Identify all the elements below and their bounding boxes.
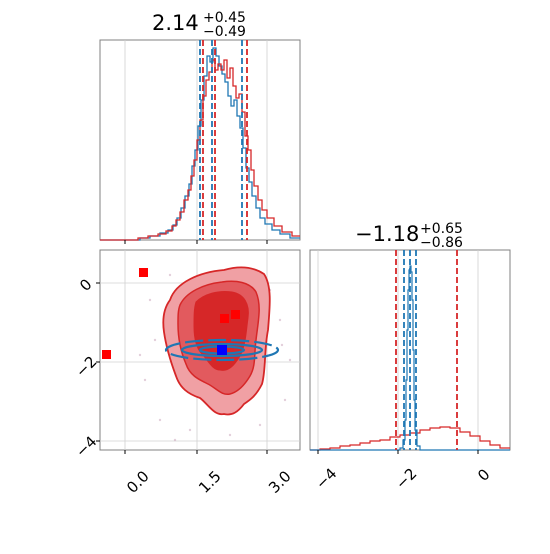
marginal-y-title-plus: +0.65 [420, 221, 463, 237]
blue-marker [217, 345, 227, 355]
joint-xtick-0: 0.0 [123, 467, 153, 497]
marginal-y-quantiles [395, 250, 458, 450]
marginal-x-title: 2.14 [152, 11, 199, 35]
red-marker-2 [220, 314, 229, 323]
marginal-y-xtick-2: 0 [474, 465, 493, 484]
red-marker-3 [231, 310, 240, 319]
marginal-y-xtick-0: −4 [312, 464, 340, 492]
red-marker-0 [102, 350, 111, 359]
marginal-y-title-minus: −0.86 [420, 235, 463, 251]
marginal-x-quantiles [199, 40, 248, 240]
joint-ticks [96, 282, 268, 454]
marginal-y-xtick-1: −2 [392, 464, 420, 492]
joint-panel: 0.0 1.5 3.0 0 −2 −4 [72, 249, 301, 497]
joint-ytick-2: −4 [72, 432, 100, 460]
marginal-y-ticks [317, 450, 479, 454]
marginal-x-hist-blue [100, 47, 300, 241]
marginal-y-title: −1.18 [355, 222, 419, 246]
marginal-x-title-plus: +0.45 [203, 10, 246, 26]
marginal-x-hist-red [100, 59, 300, 241]
marginal-x-ticks [124, 240, 268, 244]
joint-ytick-0: 0 [76, 275, 95, 294]
joint-ytick-1: −2 [72, 352, 100, 380]
marginal-y-panel: −4 −2 0 −1.18 +0.65 −0.86 [309, 221, 511, 493]
red-marker-1 [139, 268, 148, 277]
joint-xtick-1: 1.5 [195, 467, 225, 497]
marginal-y-grid [317, 250, 479, 450]
marginal-x-panel: 2.14 +0.45 −0.49 [99, 10, 301, 244]
marginal-x-title-minus: −0.49 [203, 24, 246, 40]
joint-xtick-2: 3.0 [265, 467, 295, 497]
